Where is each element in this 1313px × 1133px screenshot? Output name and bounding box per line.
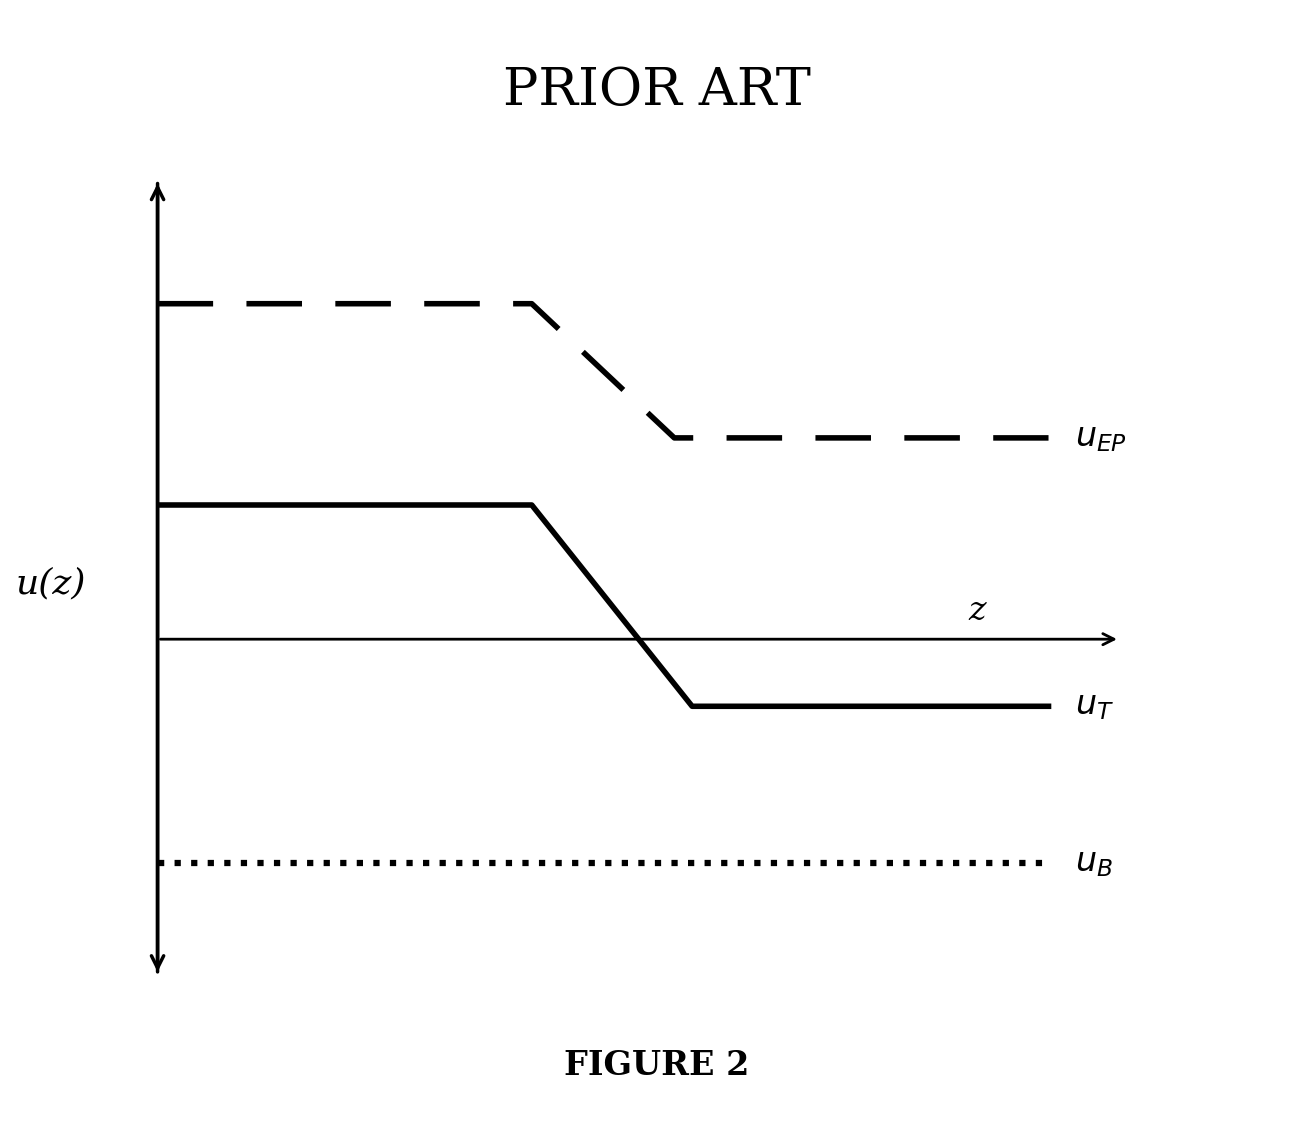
Text: FIGURE 2: FIGURE 2	[563, 1048, 750, 1082]
Text: $u_{T}$: $u_{T}$	[1075, 690, 1115, 722]
Text: $u_{B}$: $u_{B}$	[1075, 846, 1113, 879]
Text: PRIOR ART: PRIOR ART	[503, 65, 810, 117]
Text: u(z): u(z)	[16, 566, 85, 600]
Text: z: z	[969, 595, 986, 628]
Text: $u_{EP}$: $u_{EP}$	[1075, 421, 1128, 454]
